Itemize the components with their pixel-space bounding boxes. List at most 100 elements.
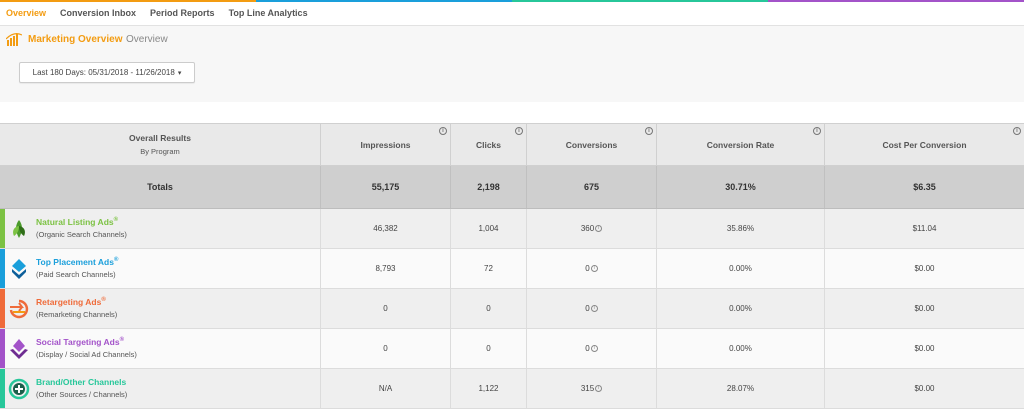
program-name[interactable]: Retargeting Ads® <box>36 297 106 307</box>
info-icon[interactable]: i <box>439 127 447 135</box>
program-description: (Remarketing Channels) <box>36 310 118 319</box>
row-cost-per-conversion: $0.00 <box>824 329 1024 368</box>
leaf-icon <box>13 220 25 238</box>
brand-stripe-blue <box>256 0 512 2</box>
row-cost-per-conversion: $0.00 <box>824 249 1024 288</box>
program-name[interactable]: Social Targeting Ads® <box>36 337 124 347</box>
totals-impressions: 55,175 <box>320 166 450 208</box>
row-clicks: 1,004 <box>450 209 526 248</box>
info-icon[interactable]: i <box>590 265 598 272</box>
table-row[interactable]: Top Placement Ads® (Paid Search Channels… <box>0 249 1024 289</box>
info-icon[interactable]: i <box>645 127 653 135</box>
program-name-text: Social Targeting Ads <box>36 337 120 347</box>
row-color-bar <box>0 329 5 368</box>
program-name[interactable]: Natural Listing Ads® <box>36 217 118 227</box>
totals-clicks: 2,198 <box>450 166 526 208</box>
header-program-subtitle: By Program <box>140 146 180 156</box>
page-title: Marketing Overview <box>28 34 123 45</box>
row-impressions: 8,793 <box>320 249 450 288</box>
row-color-bar <box>0 209 5 248</box>
brand-stripe-orange <box>0 0 256 2</box>
social-diamond-icon <box>10 339 28 359</box>
header-cost-per-conversion[interactable]: Cost Per Conversion i <box>824 124 1024 165</box>
program-name[interactable]: Brand/Other Channels <box>36 377 126 387</box>
tab-period-reports[interactable]: Period Reports <box>150 8 215 18</box>
program-name-text: Brand/Other Channels <box>36 377 127 387</box>
header-program: Overall Results By Program <box>0 124 320 165</box>
program-cell: Social Targeting Ads® (Display / Social … <box>0 329 320 368</box>
row-cost-per-conversion: $0.00 <box>824 289 1024 328</box>
info-icon[interactable]: i <box>813 127 821 135</box>
totals-cost-per-conversion: $6.35 <box>824 166 1024 208</box>
row-color-bar <box>0 249 5 288</box>
date-range-label: Last 180 Days: 05/31/2018 - 11/26/2018 <box>32 68 175 77</box>
row-impressions: 0 <box>320 329 450 368</box>
diamond-arrow-icon <box>12 259 26 279</box>
row-clicks: 72 <box>450 249 526 288</box>
row-clicks: 1,122 <box>450 369 526 408</box>
row-conversion-rate: 35.86% <box>656 209 824 248</box>
breadcrumb: Overview <box>126 34 168 45</box>
totals-conversion-rate: 30.71% <box>656 166 824 208</box>
info-icon[interactable]: i <box>595 225 603 232</box>
row-impressions: N/A <box>320 369 450 408</box>
row-conversion-rate: 0.00% <box>656 289 824 328</box>
info-icon[interactable]: i <box>595 385 603 392</box>
program-description: (Display / Social Ad Channels) <box>36 350 137 359</box>
info-icon[interactable]: i <box>1013 127 1021 135</box>
header-clicks[interactable]: Clicks i <box>450 124 526 165</box>
row-conversions-cell: 315 i <box>526 369 656 408</box>
main-tabs: Overview Conversion Inbox Period Reports… <box>6 8 322 18</box>
info-icon[interactable]: i <box>590 345 598 352</box>
header-program-title: Overall Results <box>129 132 191 143</box>
header-impressions-label: Impressions <box>360 139 411 150</box>
table-row[interactable]: Social Targeting Ads® (Display / Social … <box>0 329 1024 369</box>
row-impressions: 0 <box>320 289 450 328</box>
row-cost-per-conversion: $0.00 <box>824 369 1024 408</box>
plus-circle-icon <box>8 378 30 400</box>
caret-down-icon: ▾ <box>177 69 182 77</box>
results-table: Overall Results By Program Impressions i… <box>0 123 1024 411</box>
program-description: (Organic Search Channels) <box>36 230 127 239</box>
tab-conversion-inbox[interactable]: Conversion Inbox <box>60 8 137 18</box>
program-cell: Retargeting Ads® (Remarketing Channels) <box>0 289 320 328</box>
totals-label: Totals <box>147 182 173 192</box>
program-name[interactable]: Top Placement Ads® <box>36 257 118 267</box>
tab-top-line-analytics[interactable]: Top Line Analytics <box>228 8 308 18</box>
program-name-text: Retargeting Ads <box>36 297 102 307</box>
row-conversions: 0 <box>585 344 590 353</box>
tab-overview[interactable]: Overview <box>6 8 47 18</box>
header-cost-per-conversion-label: Cost Per Conversion <box>882 139 967 150</box>
brand-stripe-green <box>512 0 768 2</box>
program-name-text: Top Placement Ads <box>36 257 114 267</box>
table-row[interactable]: Retargeting Ads® (Remarketing Channels) … <box>0 289 1024 329</box>
date-range-dropdown[interactable]: Last 180 Days: 05/31/2018 - 11/26/2018 ▾ <box>19 62 195 83</box>
program-description: (Other Sources / Channels) <box>36 390 128 399</box>
retarget-arrow-icon <box>9 299 29 319</box>
header-impressions[interactable]: Impressions i <box>320 124 450 165</box>
program-cell: Top Placement Ads® (Paid Search Channels… <box>0 249 320 288</box>
header-conversion-rate[interactable]: Conversion Rate i <box>656 124 824 165</box>
header-conversion-rate-label: Conversion Rate <box>706 139 775 150</box>
table-header-row: Overall Results By Program Impressions i… <box>0 123 1024 166</box>
row-color-bar <box>0 289 5 328</box>
row-impressions: 46,382 <box>320 209 450 248</box>
bar-chart-logo-icon <box>6 33 22 46</box>
row-cost-per-conversion: $11.04 <box>824 209 1024 248</box>
header-conversions[interactable]: Conversions i <box>526 124 656 165</box>
row-conversions-cell: 360 i <box>526 209 656 248</box>
registered-mark: ® <box>119 337 125 344</box>
top-nav-bar: Overview Conversion Inbox Period Reports… <box>0 0 1024 26</box>
info-icon[interactable]: i <box>515 127 523 135</box>
table-row[interactable]: Brand/Other Channels (Other Sources / Ch… <box>0 369 1024 409</box>
row-conversion-rate: 0.00% <box>656 329 824 368</box>
totals-conversions: 675 <box>526 166 656 208</box>
registered-mark: ® <box>113 217 119 224</box>
header-conversions-label: Conversions <box>565 139 618 150</box>
table-row[interactable]: Natural Listing Ads® (Organic Search Cha… <box>0 209 1024 249</box>
row-conversions: 360 <box>580 224 595 233</box>
info-icon[interactable]: i <box>590 305 598 312</box>
row-conversion-rate: 0.00% <box>656 249 824 288</box>
